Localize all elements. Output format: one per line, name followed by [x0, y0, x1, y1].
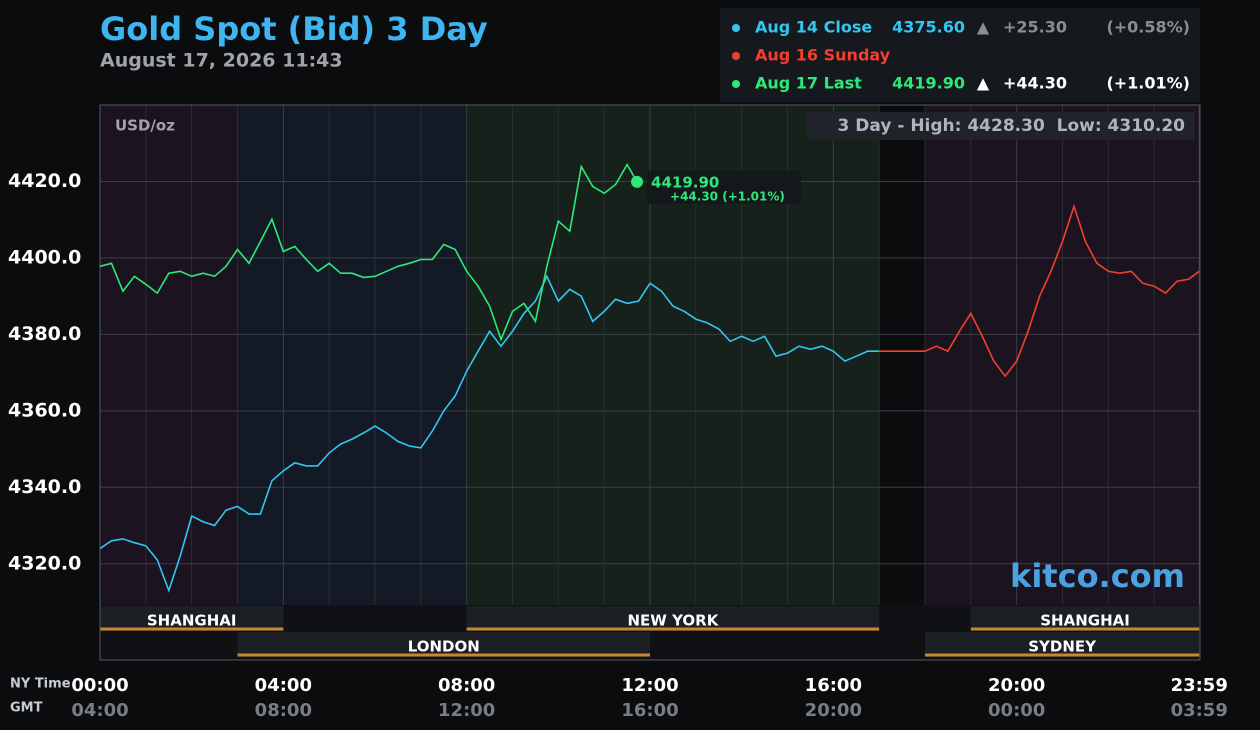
- y-tick-label: 4360.0: [8, 399, 81, 421]
- y-tick-label: 4320.0: [8, 552, 81, 574]
- brand: kitco.com: [1010, 557, 1185, 595]
- legend-label: Aug 17 Last: [755, 74, 862, 93]
- legend-arrow: ▲: [977, 18, 990, 37]
- x-tick-label: 04:00: [255, 675, 312, 696]
- session-box: [925, 632, 1200, 657]
- session-zone: [237, 105, 467, 660]
- session-label: LONDON: [408, 638, 480, 656]
- x2-tick-label: 04:00: [71, 700, 128, 721]
- x2-tick-label: 08:00: [255, 700, 312, 721]
- session-box: [237, 632, 650, 657]
- x-row-label: NY Time: [10, 677, 71, 692]
- x2-tick-label: 20:00: [805, 700, 862, 721]
- session-label: SYDNEY: [1028, 638, 1097, 656]
- price-line: [99, 274, 880, 593]
- range-note: 3 Day - High: 4428.30 Low: 4310.20: [838, 116, 1186, 136]
- legend-change-pct: (+0.58%): [1106, 18, 1190, 37]
- legend-box: [720, 8, 1200, 102]
- x-tick-label: 23:59: [1171, 675, 1228, 696]
- last-marker: [631, 175, 644, 188]
- chart-subtitle: August 17, 2026 11:43: [100, 50, 343, 72]
- legend-value: 4375.60: [892, 18, 965, 37]
- range-box: [807, 112, 1195, 140]
- x-tick-label: 12:00: [621, 675, 678, 696]
- x-tick-label: 16:00: [805, 675, 862, 696]
- y-tick-label: 4380.0: [8, 323, 81, 345]
- y-tick-label: 4400.0: [8, 246, 81, 268]
- session-box: [466, 606, 880, 631]
- legend-change-pct: (+1.01%): [1106, 74, 1190, 93]
- legend-dot: [732, 52, 740, 60]
- legend-change: +44.30: [1003, 74, 1067, 93]
- session-label: SHANGHAI: [1040, 612, 1130, 630]
- y-unit: USD/oz: [115, 117, 175, 135]
- plot-border: [99, 104, 1201, 661]
- legend-value: 4419.90: [892, 74, 965, 93]
- x-tick-label: 20:00: [988, 675, 1045, 696]
- price-line: [879, 203, 1200, 378]
- x2-tick-label: 12:00: [438, 700, 495, 721]
- price-line: [99, 162, 638, 342]
- legend-arrow: ▲: [977, 74, 990, 93]
- chart-title: Gold Spot (Bid) 3 Day: [100, 10, 488, 48]
- session-zone: [100, 105, 238, 660]
- legend-label: Aug 16 Sunday: [755, 46, 891, 65]
- session-box: [970, 606, 1200, 631]
- x2-tick-label: 03:59: [1171, 700, 1228, 721]
- session-label: SHANGHAI: [147, 612, 237, 630]
- x-tick-label: 00:00: [71, 675, 128, 696]
- legend-dot: [732, 24, 740, 32]
- x-tick-label: 08:00: [438, 675, 495, 696]
- legend-label: Aug 14 Close: [755, 18, 872, 37]
- y-tick-label: 4340.0: [8, 476, 81, 498]
- x2-tick-label: 16:00: [621, 700, 678, 721]
- session-box: [100, 606, 284, 631]
- last-price: 4419.90: [651, 173, 719, 191]
- legend-dot: [732, 80, 740, 88]
- x2-tick-label: 00:00: [988, 700, 1045, 721]
- session-label: NEW YORK: [628, 612, 720, 630]
- legend-change: +25.30: [1003, 18, 1067, 37]
- y-tick-label: 4420.0: [8, 170, 81, 192]
- last-change: +44.30 (+1.01%): [670, 189, 785, 203]
- last-box: [647, 170, 802, 204]
- x-row-label: GMT: [10, 701, 43, 716]
- session-zone: [879, 105, 925, 660]
